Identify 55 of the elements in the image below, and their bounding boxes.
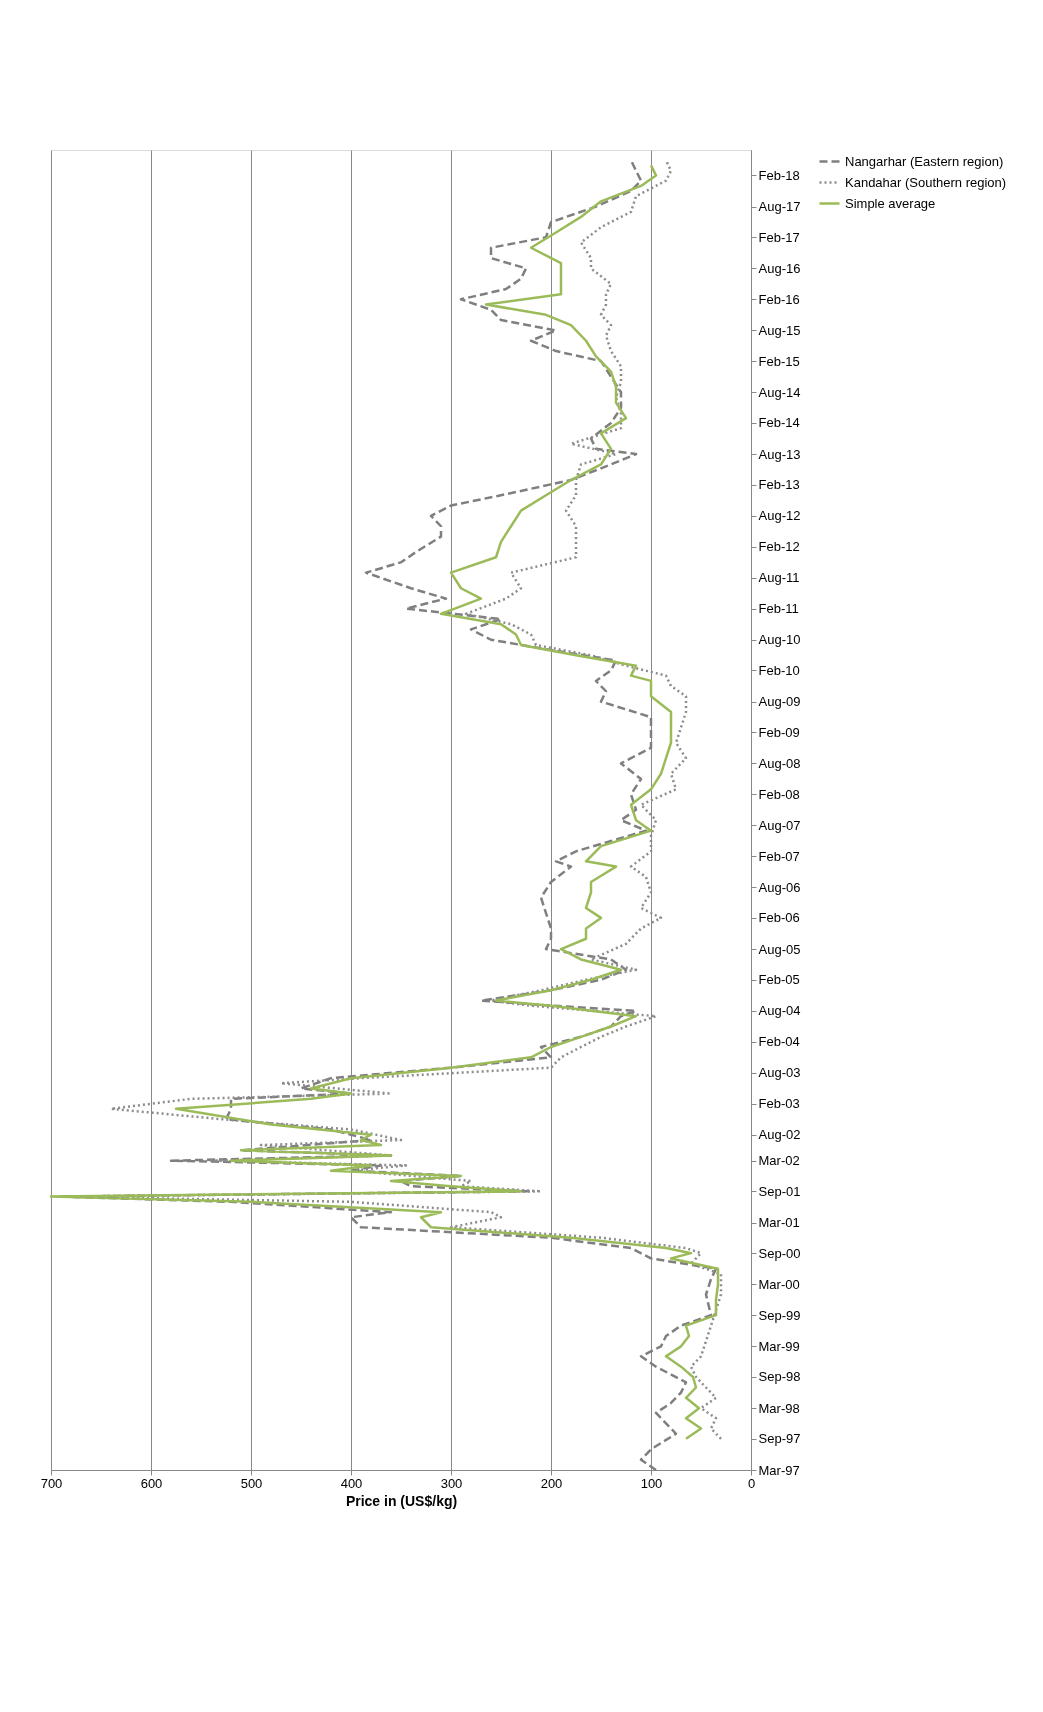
x-tick-label: 400 [340,1475,363,1491]
y-tick-label: Sep-98 [758,1369,801,1385]
legend-label: Simple average [845,195,936,211]
y-tick-label: Mar-01 [758,1215,800,1230]
y-tick-label: Feb-03 [758,1096,800,1112]
y-tick-label: Feb-18 [758,167,800,183]
y-tick-label: Aug-13 [758,446,801,462]
y-tick-label: Aug-17 [758,199,801,215]
y-tick-label: Feb-09 [758,724,800,740]
y-tick-label: Aug-09 [758,694,801,710]
y-tick-label: Sep-97 [758,1431,801,1447]
y-tick-label: Feb-16 [758,291,800,307]
legend-label: Nangarhar (Eastern region) [845,153,1004,169]
x-tick-label: 100 [640,1475,663,1491]
y-tick-label: Feb-06 [758,910,800,926]
y-tick-label: Mar-02 [758,1153,800,1169]
y-tick-label: Aug-05 [758,941,801,957]
y-tick-label: Feb-05 [758,972,800,988]
y-tick-label: Aug-07 [758,817,801,833]
y-tick-label: Aug-02 [758,1127,801,1143]
x-tick-label: 500 [240,1475,263,1491]
y-tick-label: Aug-16 [758,260,801,276]
y-tick-label: Feb-04 [758,1034,800,1050]
y-tick-label: Feb-17 [758,229,800,245]
y-tick-label: Mar-00 [758,1276,800,1292]
y-tick-label: Mar-99 [758,1338,800,1354]
y-tick-label: Aug-08 [758,755,801,771]
y-tick-label: Aug-03 [758,1065,801,1081]
y-tick-label: Sep-99 [758,1307,801,1323]
x-tick-label: 600 [140,1475,163,1491]
y-tick-label: Sep-00 [758,1245,801,1261]
y-tick-label: Feb-15 [758,353,800,369]
y-tick-label: Feb-14 [758,415,800,431]
x-axis-title: Price in (US$/kg) [345,1492,458,1509]
y-tick-label: Feb-12 [758,539,800,555]
y-tick-label: Feb-13 [758,477,800,493]
y-tick-label: Feb-10 [758,662,800,678]
y-tick-label: Mar-98 [758,1400,800,1416]
y-tick-label: Aug-04 [758,1003,801,1019]
y-tick-label: Feb-08 [758,786,800,802]
y-tick-label: Aug-15 [758,322,801,338]
y-tick-label: Feb-07 [758,848,800,864]
y-tick-label: Aug-11 [758,570,800,586]
y-tick-label: Sep-01 [758,1183,801,1199]
y-tick-label: Mar-97 [758,1462,800,1478]
x-tick-label: 700 [40,1475,63,1491]
y-tick-label: Aug-06 [758,879,801,895]
y-tick-label: Feb-11 [758,601,799,617]
legend-label: Kandahar (Southern region) [845,174,1007,190]
y-tick-label: Aug-10 [758,632,801,648]
y-tick-label: Aug-12 [758,508,801,524]
x-tick-label: 0 [747,1475,756,1491]
x-tick-label: 300 [440,1475,463,1491]
y-tick-label: Aug-14 [758,384,801,400]
x-tick-label: 200 [540,1475,563,1491]
